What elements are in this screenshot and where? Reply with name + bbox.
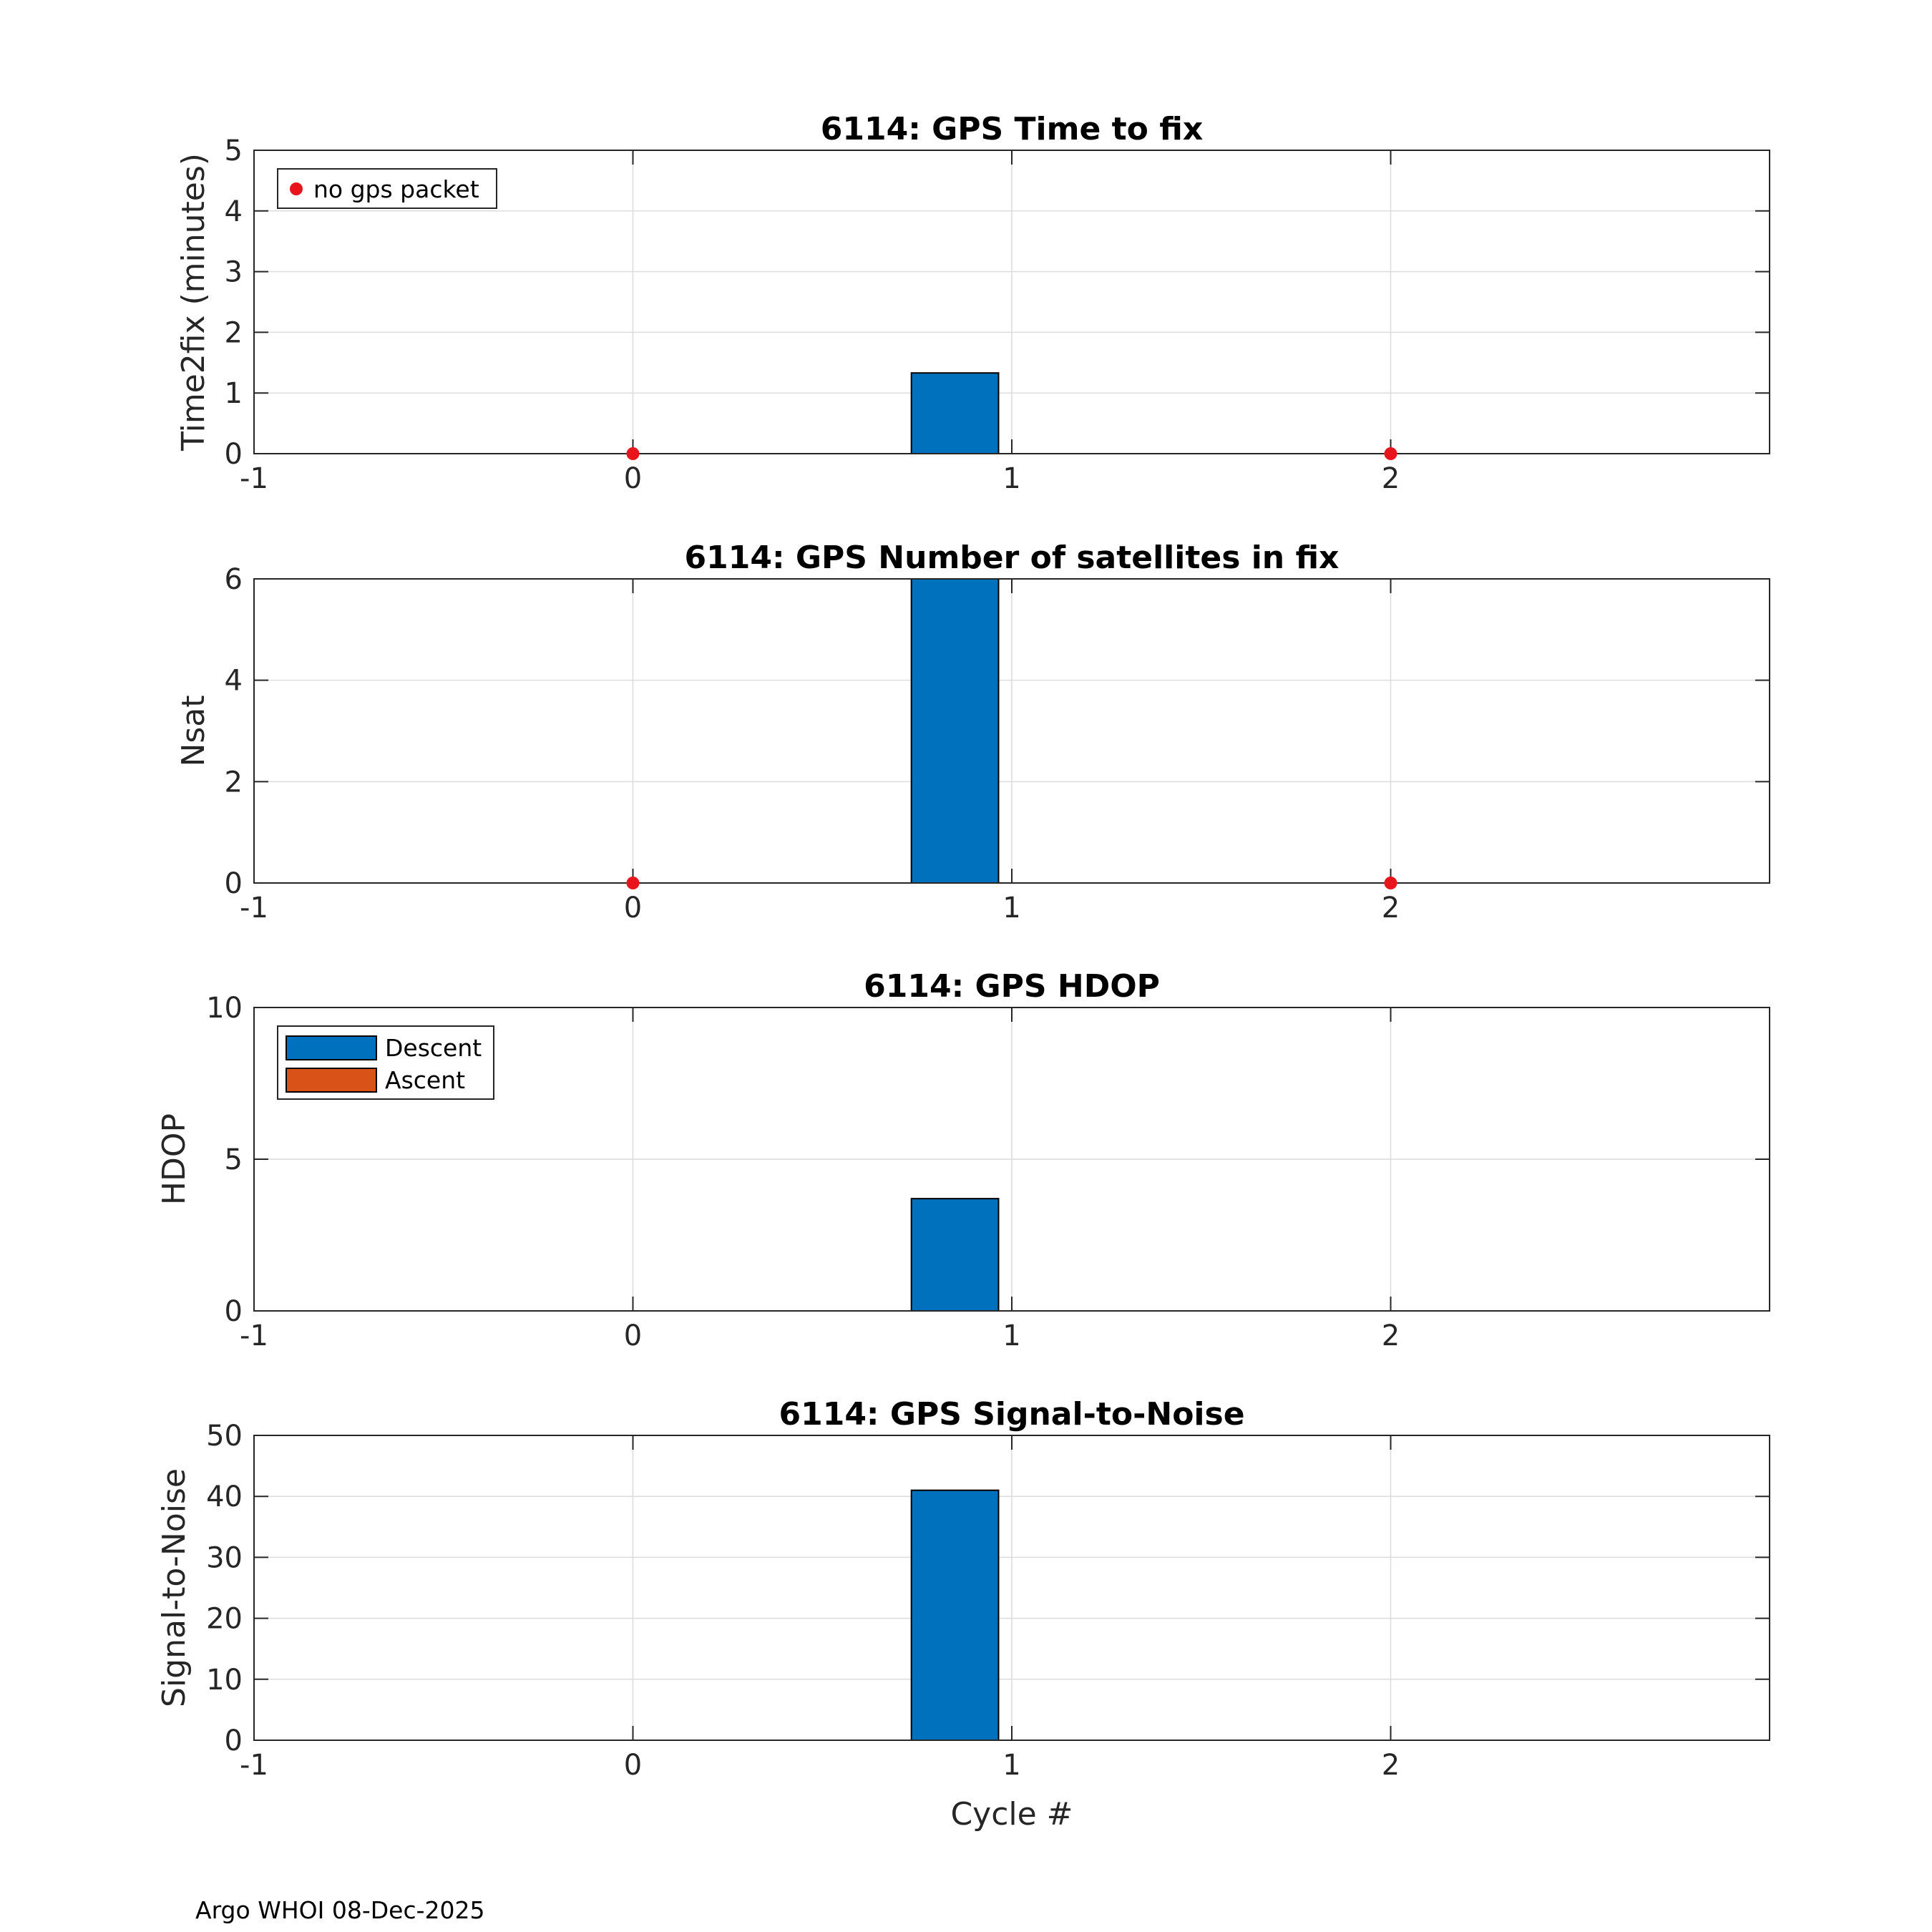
y-tick-label: 0: [225, 438, 243, 471]
legend-label-ascent: Ascent: [385, 1066, 465, 1094]
chart-title: 6114: GPS HDOP: [864, 968, 1160, 1005]
x-tick-label: 0: [624, 462, 642, 495]
y-tick-label: 10: [206, 1664, 243, 1697]
chart-title: 6114: GPS Time to fix: [821, 111, 1203, 147]
chart-title: 6114: GPS Number of satellites in fix: [685, 540, 1340, 576]
no-gps-marker: [1384, 447, 1397, 460]
x-tick-label: 1: [1002, 1749, 1020, 1782]
y-tick-label: 6: [225, 563, 243, 596]
y-axis-label: Signal-to-Noise: [156, 1468, 192, 1707]
y-tick-label: 0: [225, 1724, 243, 1757]
x-tick-label: 1: [1002, 892, 1020, 924]
chart-title: 6114: GPS Signal-to-Noise: [779, 1396, 1244, 1433]
y-tick-label: 5: [225, 135, 243, 167]
legend-no-gps-marker: [290, 182, 303, 195]
x-tick-label: -1: [240, 462, 268, 495]
x-axis-label: Cycle #: [950, 1796, 1073, 1833]
y-tick-label: 10: [206, 992, 243, 1025]
x-tick-label: 2: [1382, 892, 1400, 924]
y-tick-label: 0: [225, 1295, 243, 1328]
no-gps-marker: [1384, 877, 1397, 889]
bar-descent: [910, 1198, 1000, 1312]
no-gps-marker: [626, 447, 640, 460]
y-axis-label: Time2fix (minutes): [175, 153, 212, 452]
y-tick-label: 1: [225, 377, 243, 410]
y-tick-label: 5: [225, 1143, 243, 1176]
legend-box: [277, 168, 497, 209]
no-gps-marker: [626, 877, 640, 889]
legend: no gps packet: [277, 168, 497, 209]
legend: Descent Ascent: [277, 1025, 494, 1100]
y-tick-label: 30: [206, 1541, 243, 1574]
x-tick-label: 0: [624, 1749, 642, 1782]
x-tick-label: -1: [240, 1749, 268, 1782]
footer-credit: Argo WHOI 08-Dec-2025: [195, 1896, 485, 1924]
y-tick-label: 40: [206, 1480, 243, 1513]
legend-label: no gps packet: [313, 175, 479, 203]
legend-swatch-ascent: [286, 1068, 377, 1093]
y-axis-label: HDOP: [156, 1113, 192, 1205]
x-tick-label: 0: [624, 1319, 642, 1352]
y-tick-label: 4: [225, 195, 243, 228]
y-tick-label: 20: [206, 1603, 243, 1636]
bar-descent: [910, 1489, 1000, 1741]
x-tick-label: 0: [624, 892, 642, 924]
legend-swatch-descent: [286, 1035, 377, 1060]
x-tick-label: -1: [240, 892, 268, 924]
x-tick-label: 2: [1382, 1749, 1400, 1782]
legend-label-descent: Descent: [385, 1034, 482, 1062]
y-tick-label: 2: [225, 766, 243, 799]
bar-descent: [910, 578, 1000, 884]
y-tick-label: 50: [206, 1420, 243, 1453]
y-tick-label: 0: [225, 867, 243, 900]
bar-descent: [910, 372, 1000, 454]
y-tick-label: 3: [225, 256, 243, 289]
x-tick-label: 2: [1382, 1319, 1400, 1352]
x-tick-label: 1: [1002, 462, 1020, 495]
y-axis-label: Nsat: [175, 695, 212, 766]
x-tick-label: 2: [1382, 462, 1400, 495]
y-tick-label: 2: [225, 316, 243, 349]
y-tick-label: 4: [225, 665, 243, 698]
x-tick-label: -1: [240, 1319, 268, 1352]
x-tick-label: 1: [1002, 1319, 1020, 1352]
